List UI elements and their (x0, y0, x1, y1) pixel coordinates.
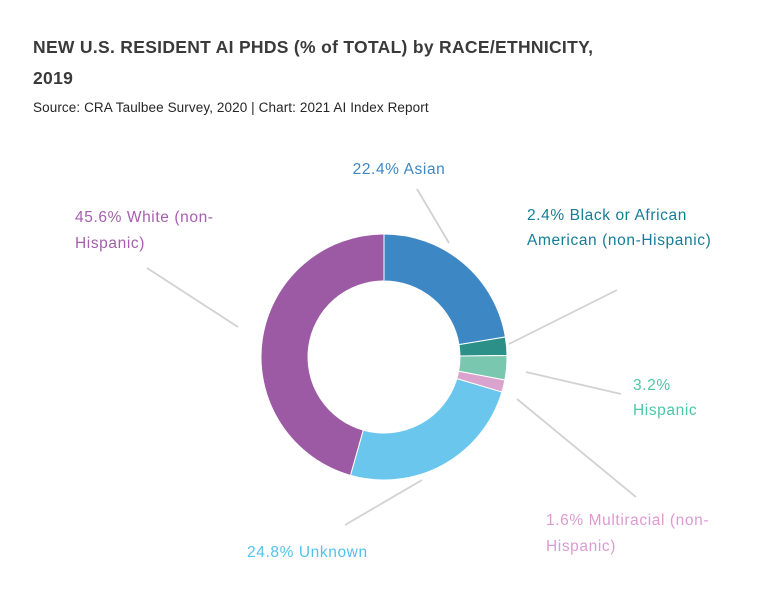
label-unknown: 24.8% Unknown (247, 544, 368, 561)
label-white: 45.6% White (non-Hispanic) (75, 209, 214, 252)
leader-line (525, 371, 622, 395)
leader-line (146, 267, 239, 328)
label-hispanic: 3.2% Hispanic (633, 377, 698, 419)
slice-unknown[interactable] (349, 378, 503, 481)
leader-line (508, 289, 618, 345)
label-asian: 22.4% Asian (352, 161, 446, 178)
chart-title: NEW U.S. RESIDENT AI PHDS (% of TOTAL) b… (33, 32, 723, 94)
label-black-or-african-american: 2.4% Black or African American (non-Hisp… (527, 207, 712, 249)
chart-source: Source: CRA Taulbee Survey, 2020 | Chart… (33, 100, 429, 115)
leader-line (516, 398, 637, 498)
leader-line (344, 479, 423, 526)
label-multiracial: 1.6% Multiracial (non-Hispanic) (546, 512, 710, 555)
chart-header: NEW U.S. RESIDENT AI PHDS (% of TOTAL) b… (33, 32, 723, 117)
chart-title-line2: 2019 (33, 68, 74, 88)
slice-white-non-hispanic[interactable] (260, 233, 385, 476)
chart-title-line1: NEW U.S. RESIDENT AI PHDS (% of TOTAL) b… (33, 37, 594, 57)
slice-asian[interactable] (383, 233, 506, 346)
leader-line (416, 188, 450, 244)
